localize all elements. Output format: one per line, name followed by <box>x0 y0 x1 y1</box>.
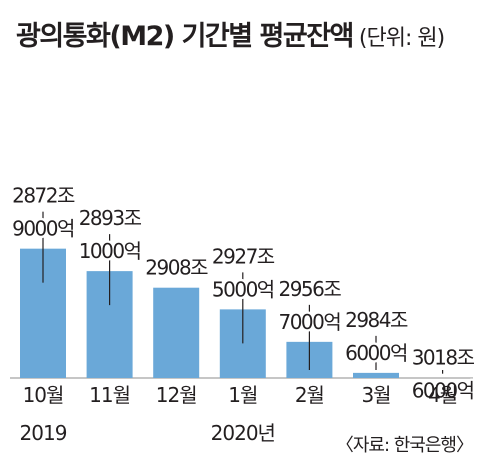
x-tick-label: 3월 <box>361 383 390 407</box>
source-note: 〈자료: 한국은행〉 <box>336 435 473 456</box>
year-label: 2019 <box>20 421 67 445</box>
x-tick-label: 11월 <box>89 383 130 407</box>
year-label: 2020년 <box>211 421 275 445</box>
value-label: 2872조 <box>12 184 75 208</box>
value-label: 9000억 <box>12 217 74 241</box>
unit-note: (단위: 원) <box>358 26 445 51</box>
chart-title: 광의통화(M2) 기간별 평균잔액 <box>16 21 354 52</box>
value-label: 5000억 <box>212 277 274 301</box>
value-label: 1000억 <box>79 239 141 263</box>
value-label: 3018조 <box>412 346 475 370</box>
x-tick-label: 1월 <box>228 383 257 407</box>
bar <box>353 372 399 378</box>
x-tick-label: 12월 <box>156 383 197 407</box>
value-label: 2984조 <box>345 308 408 332</box>
title-row: 광의통화(M2) 기간별 평균잔액 (단위: 원) <box>16 14 445 53</box>
value-label: 2927조 <box>212 244 275 268</box>
x-tick-label: 4월 <box>428 383 457 407</box>
value-label: 2956조 <box>278 277 341 301</box>
value-label: 6000억 <box>345 341 407 365</box>
value-label: 7000억 <box>278 310 340 334</box>
value-label: 2908조 <box>145 256 208 280</box>
x-tick-label: 10월 <box>23 383 64 407</box>
value-label: 6000억 <box>412 379 474 403</box>
bar <box>153 287 200 378</box>
x-tick-label: 2월 <box>295 383 324 407</box>
value-label: 2893조 <box>79 206 142 230</box>
